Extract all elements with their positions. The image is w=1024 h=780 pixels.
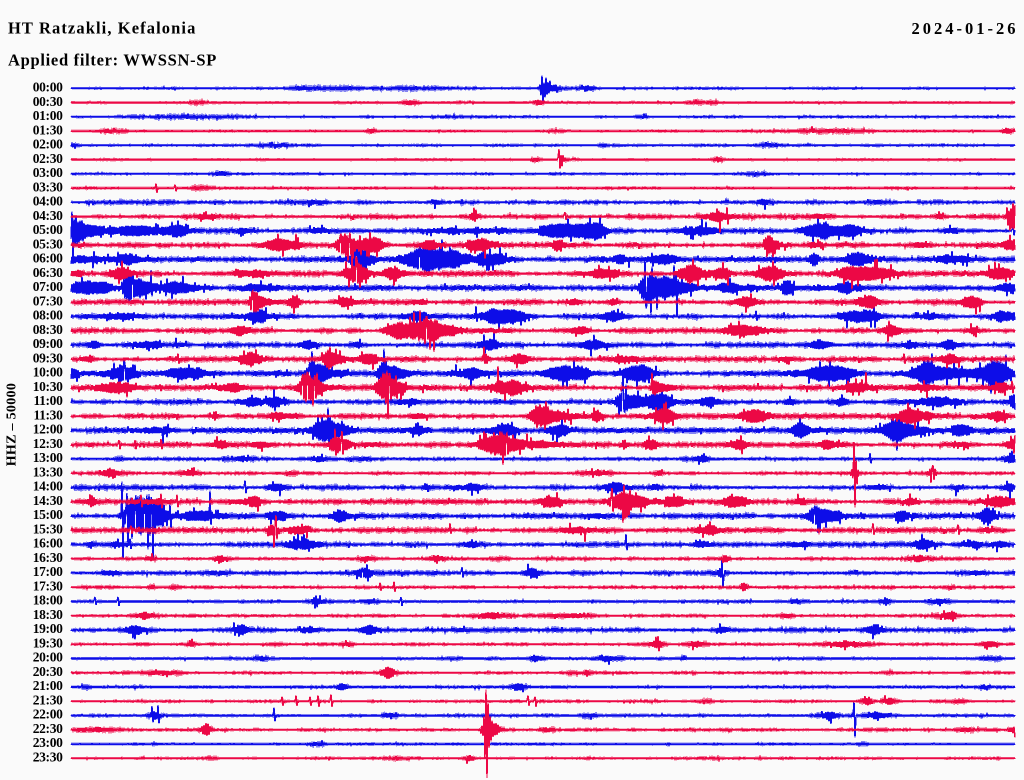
svg-text:16:30: 16:30 [33, 550, 63, 565]
svg-text:01:30: 01:30 [33, 122, 63, 137]
svg-text:17:00: 17:00 [33, 564, 63, 579]
svg-text:16:00: 16:00 [33, 536, 63, 551]
svg-text:2024-01-26: 2024-01-26 [912, 19, 1019, 38]
svg-text:18:00: 18:00 [33, 593, 63, 608]
svg-text:12:30: 12:30 [33, 436, 63, 451]
svg-text:07:00: 07:00 [33, 279, 63, 294]
svg-text:02:00: 02:00 [33, 137, 63, 152]
svg-text:22:30: 22:30 [33, 721, 63, 736]
svg-text:23:30: 23:30 [33, 750, 63, 765]
svg-text:07:30: 07:30 [33, 293, 63, 308]
svg-text:10:00: 10:00 [33, 365, 63, 380]
svg-text:12:00: 12:00 [33, 422, 63, 437]
svg-text:18:30: 18:30 [33, 607, 63, 622]
svg-text:11:30: 11:30 [33, 407, 63, 422]
svg-text:05:30: 05:30 [33, 236, 63, 251]
svg-text:03:00: 03:00 [33, 165, 63, 180]
svg-text:01:00: 01:00 [33, 108, 63, 123]
svg-text:19:30: 19:30 [33, 636, 63, 651]
svg-text:06:00: 06:00 [33, 251, 63, 266]
svg-text:09:30: 09:30 [33, 350, 63, 365]
svg-text:17:30: 17:30 [33, 578, 63, 593]
svg-text:20:00: 20:00 [33, 650, 63, 665]
svg-text:14:00: 14:00 [33, 479, 63, 494]
svg-text:15:00: 15:00 [33, 507, 63, 522]
svg-text:03:30: 03:30 [33, 179, 63, 194]
svg-text:02:30: 02:30 [33, 151, 63, 166]
svg-text:Applied filter: WWSSN-SP: Applied filter: WWSSN-SP [8, 50, 217, 69]
svg-text:21:30: 21:30 [33, 693, 63, 708]
svg-text:06:30: 06:30 [33, 265, 63, 280]
svg-text:04:00: 04:00 [33, 194, 63, 209]
svg-text:00:30: 00:30 [33, 94, 63, 109]
svg-text:09:00: 09:00 [33, 336, 63, 351]
svg-text:13:00: 13:00 [33, 450, 63, 465]
svg-text:22:00: 22:00 [33, 707, 63, 722]
svg-text:10:30: 10:30 [33, 379, 63, 394]
svg-text:00:00: 00:00 [33, 80, 63, 95]
svg-text:04:30: 04:30 [33, 208, 63, 223]
svg-text:19:00: 19:00 [33, 621, 63, 636]
svg-text:13:30: 13:30 [33, 464, 63, 479]
svg-text:21:00: 21:00 [33, 678, 63, 693]
svg-text:14:30: 14:30 [33, 493, 63, 508]
svg-text:15:30: 15:30 [33, 521, 63, 536]
svg-text:HT Ratzakli, Kefalonia: HT Ratzakli, Kefalonia [8, 19, 196, 38]
svg-text:23:00: 23:00 [33, 735, 63, 750]
svg-text:11:00: 11:00 [33, 393, 63, 408]
svg-text:08:00: 08:00 [33, 308, 63, 323]
svg-text:05:00: 05:00 [33, 222, 63, 237]
svg-text:20:30: 20:30 [33, 664, 63, 679]
svg-text:08:30: 08:30 [33, 322, 63, 337]
svg-text:HHZ – 50000: HHZ – 50000 [5, 383, 20, 466]
